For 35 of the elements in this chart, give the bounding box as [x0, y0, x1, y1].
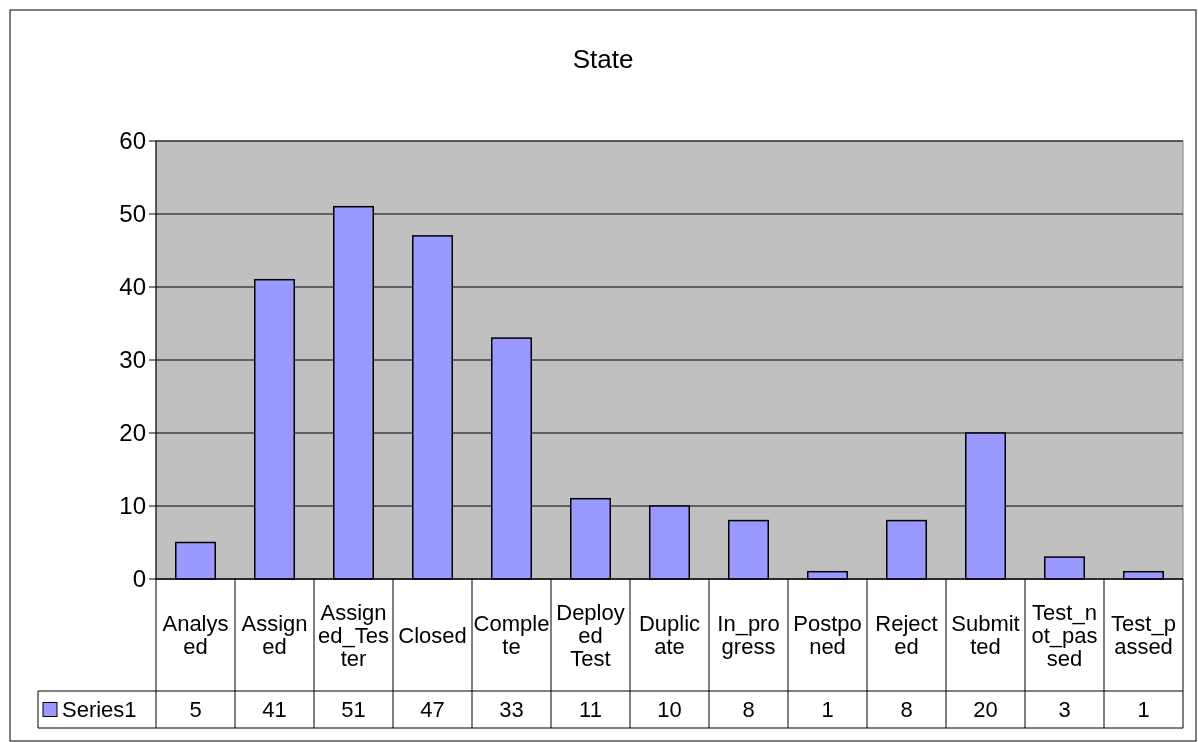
x-tick-label: Closed	[398, 622, 467, 648]
data-label: 8	[742, 697, 755, 723]
data-label: 11	[579, 697, 602, 723]
x-tick-label: Test_passed	[1111, 611, 1176, 660]
data-label: 8	[900, 697, 913, 723]
x-tick-label: Rejected	[875, 611, 938, 660]
x-tick-label: Assigned	[241, 611, 308, 660]
data-label: 1	[1137, 697, 1150, 723]
y-tick-label: 0	[132, 565, 146, 593]
x-tick-label: Postponed	[793, 611, 862, 660]
y-tick-label: 50	[119, 200, 146, 228]
x-tick-label: Submitted	[951, 611, 1020, 660]
data-label: 41	[262, 697, 287, 723]
data-label: 33	[499, 697, 524, 723]
x-tick-label: Deployed Test	[556, 599, 625, 671]
chart-title: State	[572, 44, 634, 74]
data-label: 47	[420, 697, 445, 723]
y-tick-label: 60	[119, 127, 146, 155]
legend-label: Series1	[62, 697, 137, 723]
x-tick-label: Test_not_passed	[1031, 599, 1098, 671]
data-label: 51	[341, 697, 366, 723]
y-tick-label: 40	[119, 273, 146, 301]
data-label: 10	[657, 697, 682, 723]
data-label: 20	[973, 697, 998, 723]
data-label: 3	[1058, 697, 1071, 723]
x-tick-label: Duplicate	[638, 611, 701, 660]
x-tick-label: Assigned_Tester	[318, 599, 389, 671]
x-tick-label: Analysed	[162, 611, 229, 660]
y-tick-label: 30	[119, 346, 146, 374]
data-label: 1	[821, 697, 834, 723]
y-tick-label: 10	[119, 492, 146, 520]
x-tick-label: Complete	[473, 611, 550, 660]
x-tick-label: In_progress	[717, 611, 780, 660]
y-tick-label: 20	[119, 419, 146, 447]
data-label: 5	[189, 697, 202, 723]
